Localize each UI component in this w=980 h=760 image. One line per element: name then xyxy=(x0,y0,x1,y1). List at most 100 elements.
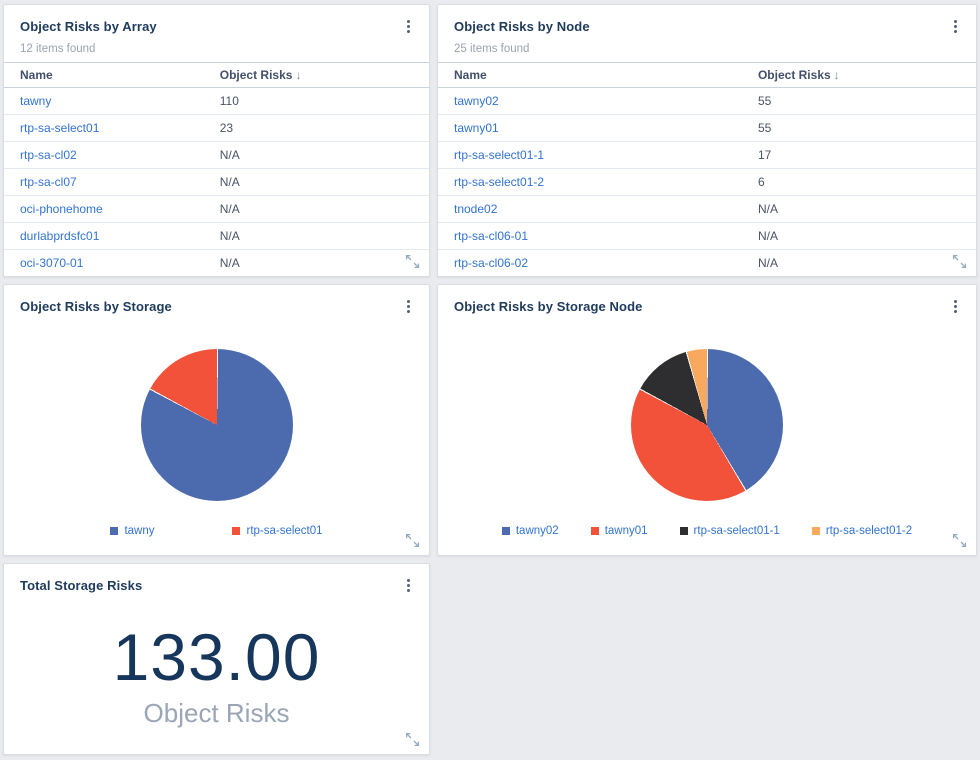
column-header-name[interactable]: Name xyxy=(438,62,742,88)
expand-icon[interactable] xyxy=(405,732,420,747)
risk-value: N/A xyxy=(203,249,429,276)
pie-legend: tawny02 tawny01 rtp-sa-select01-1 rtp-sa… xyxy=(438,525,976,537)
kebab-menu-icon[interactable] xyxy=(399,297,417,315)
items-found-count: 25 items found xyxy=(454,43,530,55)
column-header-object-risks[interactable]: Object Risks ↓ xyxy=(203,62,429,88)
legend-label: rtp-sa-select01-1 xyxy=(693,525,780,537)
array-link[interactable]: tawny xyxy=(20,94,52,108)
risk-value: 55 xyxy=(741,114,976,142)
risk-value: N/A xyxy=(203,168,429,196)
legend-item[interactable]: tawny01 xyxy=(590,525,648,537)
table-row: oci-phonehome N/A xyxy=(4,195,429,223)
items-found-count: 12 items found xyxy=(20,43,96,55)
expand-icon[interactable] xyxy=(405,254,420,269)
panel-title: Object Risks by Array xyxy=(20,19,157,34)
panel-object-risks-by-storage-node: Object Risks by Storage Node tawny02 taw… xyxy=(437,284,977,556)
risk-value: N/A xyxy=(741,195,976,223)
table-row: rtp-sa-cl02 N/A xyxy=(4,141,429,169)
storage-pie-chart[interactable] xyxy=(140,349,293,501)
array-link[interactable]: durlabprdsfc01 xyxy=(20,229,100,243)
table-row: rtp-sa-cl07 N/A xyxy=(4,168,429,196)
legend-item[interactable]: tawny xyxy=(110,525,154,537)
table-header-row: Name Object Risks ↓ xyxy=(438,62,976,88)
panel-object-risks-by-array: Object Risks by Array 12 items found Nam… xyxy=(3,4,430,277)
panel-total-storage-risks: Total Storage Risks 133.00 Object Risks xyxy=(3,563,430,755)
risk-value: 23 xyxy=(203,114,429,142)
risk-value: N/A xyxy=(203,222,429,250)
pie-legend: tawny rtp-sa-select01 xyxy=(4,525,429,537)
array-link[interactable]: rtp-sa-cl07 xyxy=(20,175,77,189)
node-link[interactable]: rtp-sa-select01-1 xyxy=(454,148,545,162)
panel-header: Total Storage Risks xyxy=(4,564,429,598)
array-link[interactable]: rtp-sa-select01 xyxy=(20,121,100,135)
node-risks-table: Name Object Risks ↓ tawny02 55 tawny01 55 r… xyxy=(438,62,976,276)
legend-swatch xyxy=(501,527,510,535)
array-link[interactable]: rtp-sa-cl02 xyxy=(20,148,77,162)
panel-object-risks-by-storage: Object Risks by Storage tawny rtp-sa-sel… xyxy=(3,284,430,556)
table-row: rtp-sa-cl06-01 N/A xyxy=(438,222,976,250)
column-header-name[interactable]: Name xyxy=(4,62,204,88)
node-link[interactable]: rtp-sa-cl06-02 xyxy=(454,256,529,270)
risk-value: N/A xyxy=(741,222,976,250)
risk-value: N/A xyxy=(203,141,429,169)
table-row: tawny01 55 xyxy=(438,114,976,142)
node-link[interactable]: tnode02 xyxy=(454,202,498,216)
panel-title: Total Storage Risks xyxy=(20,578,143,593)
table-row: durlabprdsfc01 N/A xyxy=(4,222,429,250)
expand-icon[interactable] xyxy=(952,533,967,548)
risk-value: 17 xyxy=(741,141,976,169)
storage-node-pie-chart[interactable] xyxy=(631,349,783,501)
panel-title: Object Risks by Node xyxy=(454,19,590,34)
column-header-object-risks[interactable]: Object Risks ↓ xyxy=(741,62,976,88)
legend-item[interactable]: rtp-sa-select01-1 xyxy=(679,525,780,537)
node-link[interactable]: rtp-sa-cl06-01 xyxy=(454,229,529,243)
table-row: tawny 110 xyxy=(4,87,429,115)
risk-value: 55 xyxy=(741,87,976,115)
legend-swatch xyxy=(232,527,241,535)
kebab-menu-icon[interactable] xyxy=(946,17,964,35)
kebab-menu-icon[interactable] xyxy=(399,576,417,594)
legend-label: tawny01 xyxy=(604,525,648,537)
table-row: rtp-sa-select01 23 xyxy=(4,114,429,142)
panel-header: Object Risks by Array xyxy=(4,5,429,39)
table-row: rtp-sa-cl06-02 N/A xyxy=(438,249,976,276)
expand-icon[interactable] xyxy=(405,533,420,548)
table-row: oci-3070-01 N/A xyxy=(4,249,429,276)
panel-object-risks-by-node: Object Risks by Node 25 items found Name… xyxy=(437,4,977,277)
legend-swatch xyxy=(679,527,688,535)
risk-value: 6 xyxy=(741,168,976,196)
panel-header: Object Risks by Storage xyxy=(4,285,429,319)
table-row: rtp-sa-select01-2 6 xyxy=(438,168,976,196)
panel-title: Object Risks by Storage Node xyxy=(454,299,643,314)
kebab-menu-icon[interactable] xyxy=(399,17,417,35)
node-link[interactable]: rtp-sa-select01-2 xyxy=(454,175,545,189)
legend-item[interactable]: rtp-sa-select01 xyxy=(232,525,323,537)
node-link[interactable]: tawny01 xyxy=(454,121,499,135)
panel-title: Object Risks by Storage xyxy=(20,299,172,314)
total-risks-value: 133.00 xyxy=(112,620,321,694)
legend-swatch xyxy=(110,527,119,535)
legend-item[interactable]: rtp-sa-select01-2 xyxy=(811,525,913,537)
total-risks-label: Object Risks xyxy=(143,698,290,728)
legend-label: tawny02 xyxy=(515,525,559,537)
risk-value: 110 xyxy=(203,87,429,115)
array-link[interactable]: oci-3070-01 xyxy=(20,256,84,270)
array-link[interactable]: oci-phonehome xyxy=(20,202,103,216)
legend-label: rtp-sa-select01 xyxy=(246,525,323,537)
table-header-row: Name Object Risks ↓ xyxy=(4,62,429,88)
table-row: tawny02 55 xyxy=(438,87,976,115)
legend-label: tawny xyxy=(124,525,155,537)
table-row: tnode02 N/A xyxy=(438,195,976,223)
kebab-menu-icon[interactable] xyxy=(946,297,964,315)
legend-swatch xyxy=(811,527,820,535)
legend-item[interactable]: tawny02 xyxy=(501,525,559,537)
legend-label: rtp-sa-select01-2 xyxy=(825,525,913,537)
node-link[interactable]: tawny02 xyxy=(454,94,499,108)
array-risks-table: Name Object Risks ↓ tawny 110 rtp-sa-selec… xyxy=(4,62,429,276)
legend-swatch xyxy=(590,527,599,535)
expand-icon[interactable] xyxy=(952,254,967,269)
panel-header: Object Risks by Storage Node xyxy=(438,285,976,319)
sort-descending-icon: ↓ xyxy=(833,68,840,82)
panel-header: Object Risks by Node xyxy=(438,5,976,39)
